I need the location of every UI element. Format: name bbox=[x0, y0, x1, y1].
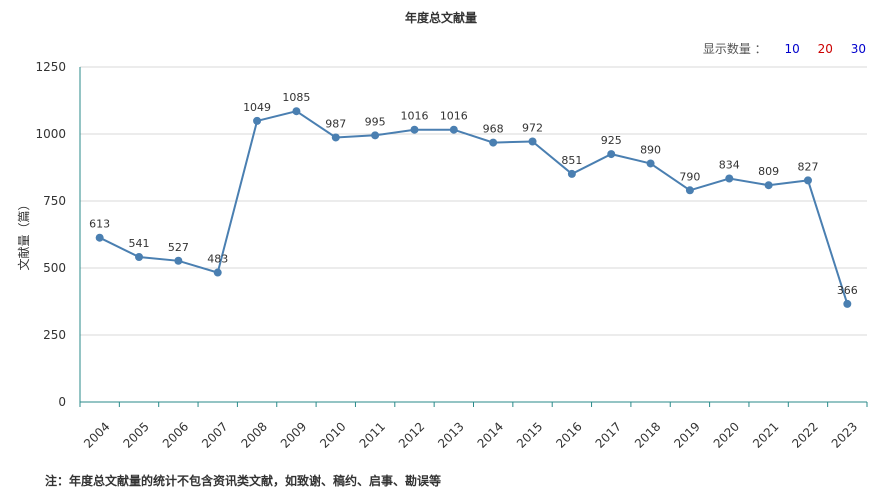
data-point bbox=[528, 137, 537, 146]
y-tick-label: 0 bbox=[58, 395, 66, 409]
y-tick-label: 500 bbox=[43, 261, 66, 275]
x-tick-label: 2005 bbox=[120, 419, 151, 450]
display-count-label: 显示数量 ： bbox=[702, 42, 767, 56]
data-label: 827 bbox=[797, 160, 818, 173]
data-label: 790 bbox=[679, 170, 700, 183]
data-label: 613 bbox=[89, 218, 110, 231]
x-tick-label: 2013 bbox=[435, 419, 466, 450]
data-label: 1016 bbox=[400, 110, 428, 123]
chart-title: 年度总文献量 bbox=[404, 11, 477, 25]
data-point bbox=[646, 159, 655, 168]
x-tick-label: 2006 bbox=[160, 419, 191, 450]
x-tick-label: 2011 bbox=[357, 419, 388, 450]
data-point bbox=[567, 169, 576, 178]
x-tick-label: 2022 bbox=[789, 419, 820, 450]
data-label: 1049 bbox=[243, 101, 271, 114]
data-label: 483 bbox=[207, 253, 228, 266]
data-label: 995 bbox=[365, 115, 386, 128]
data-label: 1016 bbox=[440, 110, 468, 123]
x-tick-label: 2023 bbox=[829, 419, 860, 450]
display-count-option-20[interactable]: 20 bbox=[817, 42, 833, 56]
x-tick-label: 2017 bbox=[593, 419, 624, 450]
data-point bbox=[607, 150, 616, 159]
y-tick-label: 750 bbox=[43, 194, 66, 208]
data-point bbox=[253, 116, 262, 125]
data-point bbox=[843, 299, 852, 308]
data-point bbox=[213, 268, 222, 277]
x-tick-label: 2009 bbox=[278, 419, 309, 450]
x-tick-label: 2018 bbox=[632, 419, 663, 450]
x-tick-label: 2004 bbox=[81, 419, 112, 450]
y-tick-label: 1250 bbox=[35, 60, 66, 74]
x-tick-label: 2010 bbox=[317, 419, 348, 450]
data-label: 968 bbox=[483, 123, 504, 136]
y-axis-title: 文献量（篇） bbox=[16, 198, 31, 270]
data-point bbox=[371, 131, 380, 140]
display-count-selector: 显示数量 ： 10 20 30 bbox=[703, 40, 866, 57]
data-point bbox=[725, 174, 734, 183]
x-tick-label: 2014 bbox=[475, 419, 506, 450]
footnote: 注：年度总文献量的统计不包含资讯类文献，如致谢、稿约、启事、勘误等 bbox=[45, 474, 442, 488]
data-label: 972 bbox=[522, 122, 543, 135]
display-count-option-10[interactable]: 10 bbox=[784, 42, 800, 56]
data-point bbox=[685, 186, 694, 195]
data-point bbox=[174, 256, 183, 265]
data-point bbox=[331, 133, 340, 142]
data-point bbox=[135, 253, 144, 262]
x-tick-label: 2007 bbox=[199, 419, 230, 450]
x-tick-label: 2019 bbox=[671, 419, 702, 450]
data-point bbox=[803, 176, 812, 185]
data-label: 851 bbox=[561, 154, 582, 167]
data-label: 541 bbox=[129, 237, 150, 250]
x-tick-label: 2016 bbox=[553, 419, 584, 450]
y-tick-label: 250 bbox=[43, 328, 66, 342]
y-tick-label: 1000 bbox=[35, 127, 66, 141]
data-point bbox=[764, 181, 773, 190]
x-tick-label: 2020 bbox=[711, 419, 742, 450]
series-line bbox=[99, 110, 849, 305]
data-point bbox=[410, 125, 419, 134]
x-tick-label: 2021 bbox=[750, 419, 781, 450]
data-point bbox=[292, 107, 301, 116]
data-label: 925 bbox=[601, 134, 622, 147]
data-label: 809 bbox=[758, 165, 779, 178]
data-label: 834 bbox=[719, 158, 740, 171]
data-point bbox=[449, 125, 458, 134]
data-label: 987 bbox=[325, 117, 346, 130]
data-label: 527 bbox=[168, 241, 189, 254]
data-point bbox=[489, 138, 498, 147]
data-label: 1085 bbox=[282, 91, 310, 104]
x-tick-label: 2008 bbox=[238, 419, 269, 450]
x-tick-label: 2012 bbox=[396, 419, 427, 450]
data-label: 366 bbox=[837, 284, 858, 297]
x-tick-label: 2015 bbox=[514, 419, 545, 450]
data-label: 890 bbox=[640, 143, 661, 156]
display-count-option-30[interactable]: 30 bbox=[850, 42, 866, 56]
data-point bbox=[95, 233, 104, 242]
